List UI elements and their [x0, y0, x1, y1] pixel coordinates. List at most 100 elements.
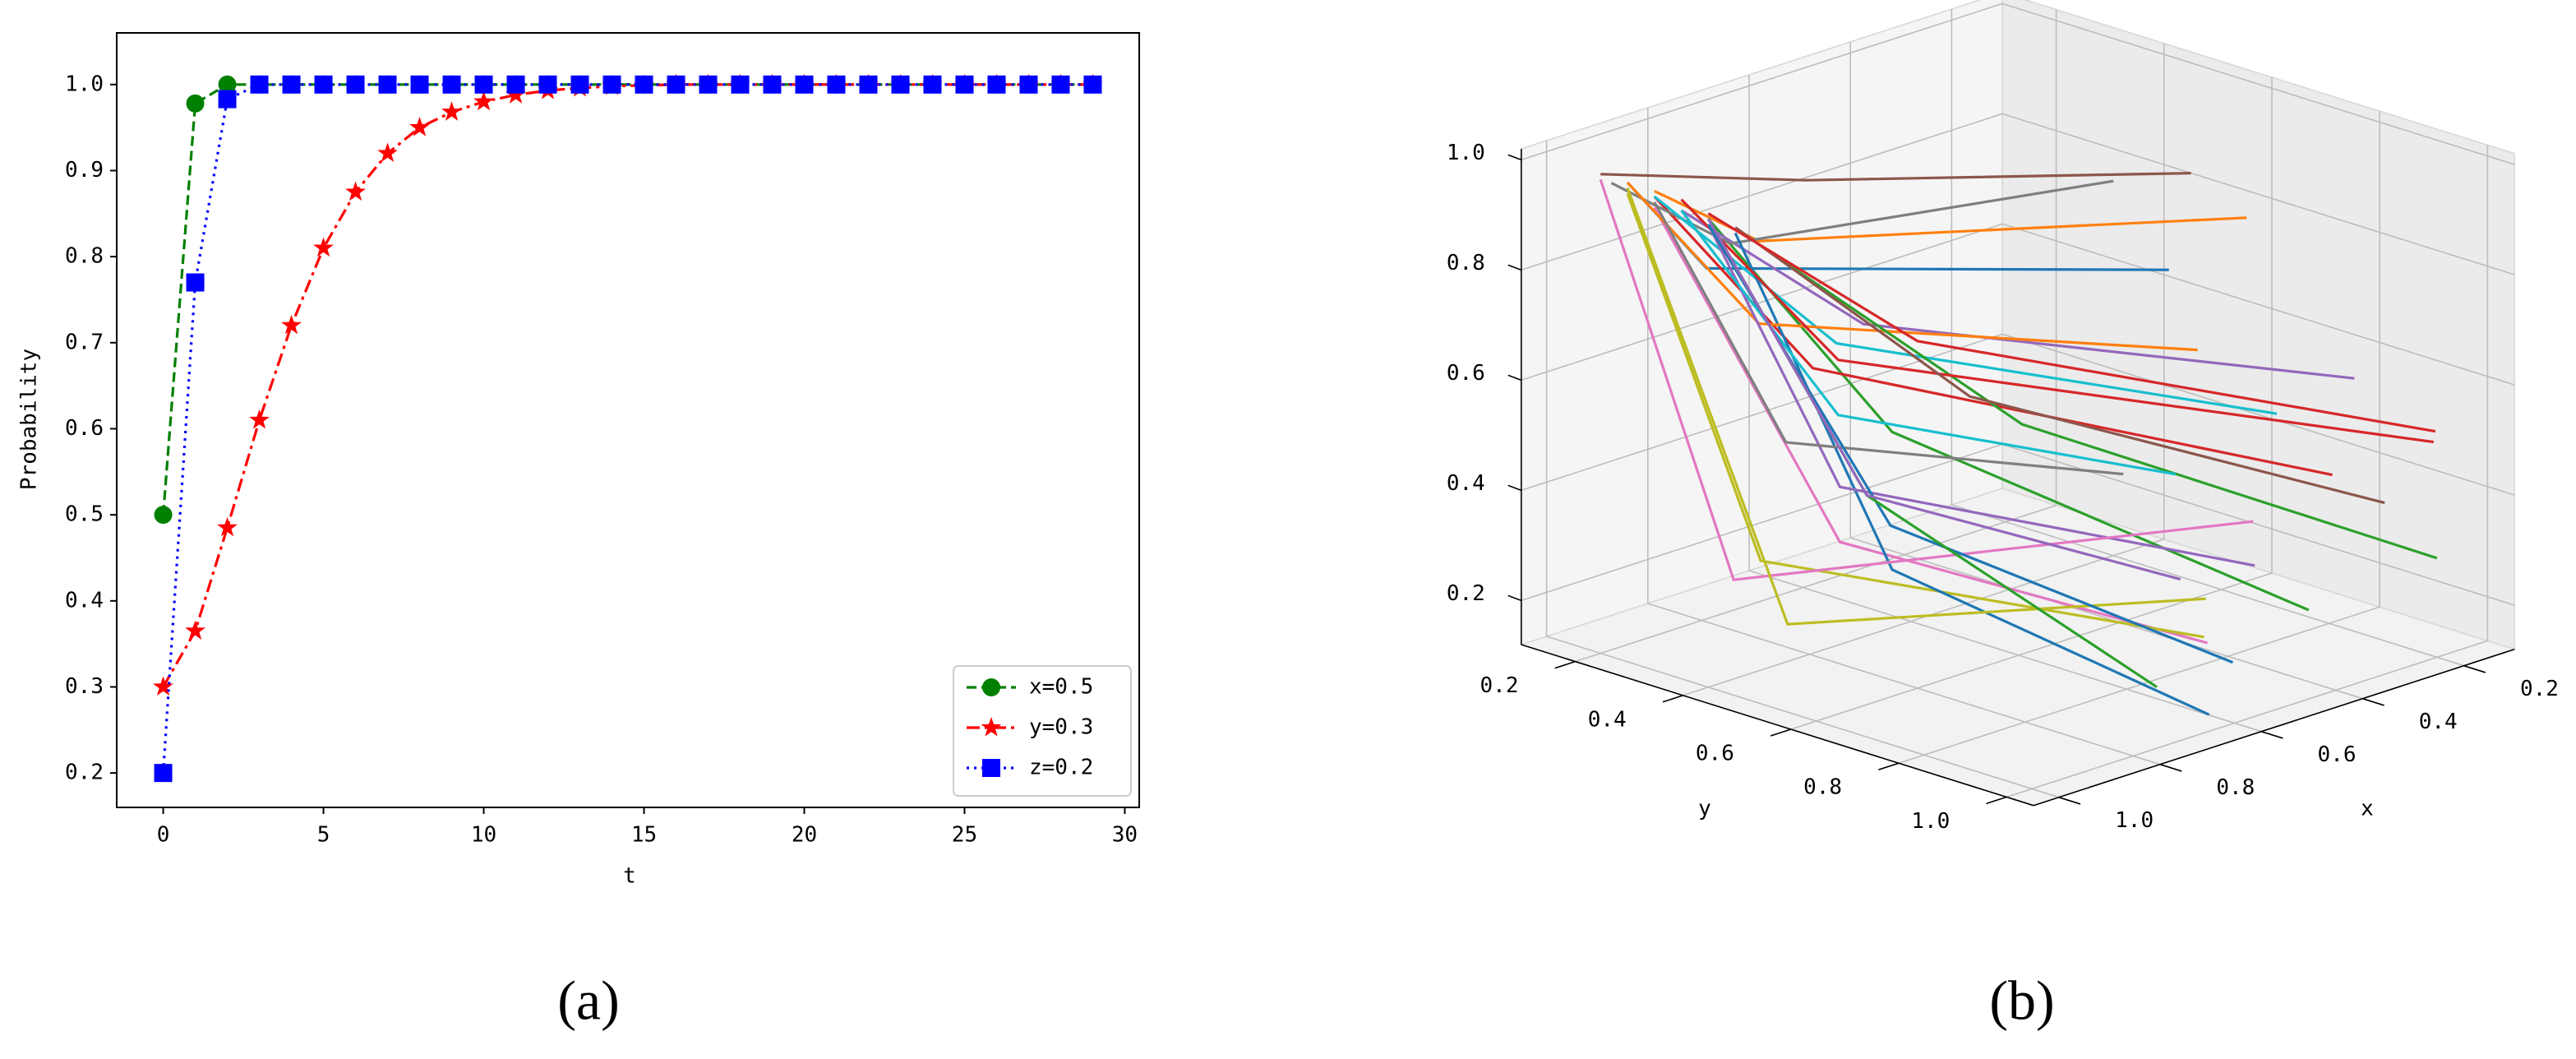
trajectory [1680, 210, 2177, 476]
grid-line [2001, 2, 2515, 165]
grid-line [1647, 603, 2161, 765]
plot-3d: 0.2 0.4 0.6 0.8 1.0 0.2 0.4 0.6 0.8 1.0 0.2 0.4 0.6 0… [1447, 0, 2559, 834]
grid-line [1748, 570, 2262, 733]
marker [506, 75, 525, 94]
y-tick [1878, 762, 1900, 770]
trajectory [1653, 201, 2124, 476]
axes-frame [116, 32, 1140, 808]
y-tick-label: 0.3 [65, 674, 104, 699]
x-tick-label: 1.0 [2115, 808, 2154, 833]
axis-line [2033, 648, 2515, 807]
trajectory [1626, 192, 2204, 639]
marker [763, 75, 782, 94]
grid-line [2001, 113, 2515, 275]
marker [795, 75, 814, 94]
x-tick [2159, 763, 2182, 772]
caption: (b) [1989, 969, 2054, 1032]
grid-line [1546, 636, 2060, 798]
x-tick-label: 20 [792, 823, 817, 848]
trajectory [1761, 245, 2438, 560]
legend-label: z=0.2 [1029, 756, 1093, 780]
y-tick-label: 0.7 [65, 330, 104, 354]
marker [218, 90, 237, 109]
marker [377, 142, 398, 163]
x-axis-label: x [2361, 797, 2374, 821]
marker [346, 75, 365, 94]
marker [987, 75, 1006, 94]
marker [570, 75, 589, 94]
legend-label: y=0.3 [1029, 715, 1093, 740]
marker [859, 75, 878, 94]
z-tick [1507, 154, 1522, 161]
y-tick-label: 0.2 [65, 761, 104, 785]
z-tick [1507, 484, 1522, 492]
x-tick-label: 0 [157, 823, 170, 848]
y-tick-label: 0.5 [65, 502, 104, 527]
x-tick [2260, 730, 2283, 739]
z-tick [1507, 374, 1522, 382]
marker [345, 181, 366, 201]
marker [891, 75, 910, 94]
marker [218, 75, 237, 94]
trajectory [1734, 226, 2385, 505]
marker [282, 75, 301, 94]
marker [699, 75, 718, 94]
marker [538, 75, 557, 94]
trajectory [1653, 195, 2278, 415]
z-tick [1507, 594, 1522, 602]
marker [1083, 75, 1102, 94]
marker [154, 764, 173, 783]
x-tick [2058, 796, 2081, 805]
grid-line [2001, 223, 2515, 386]
marker [827, 75, 846, 94]
legend-marker [982, 678, 1000, 696]
marker [314, 75, 333, 94]
z-tick-label: 0.4 [1447, 471, 1485, 496]
grid-line [1849, 537, 2363, 700]
grid-line [1683, 539, 2165, 696]
grid-line [1898, 606, 2380, 764]
marker [281, 314, 302, 335]
trajectory [1680, 198, 2435, 444]
marker [442, 75, 461, 94]
y-axis-label: Probability [17, 349, 42, 490]
trajectory [1706, 224, 2255, 567]
y-tick-label: 0.8 [1803, 775, 1842, 800]
z-tick-label: 0.2 [1447, 581, 1485, 606]
x-tick-label: 0.2 [2520, 677, 2559, 701]
y-tick-label: 0.6 [1696, 742, 1734, 766]
marker [186, 273, 205, 292]
marker [410, 75, 429, 94]
marker [474, 75, 493, 94]
trajectory [1733, 232, 2210, 716]
x-axis-label: t [623, 864, 636, 889]
x-tick-label: 10 [471, 823, 496, 848]
x-tick-label: 0.4 [2419, 710, 2458, 734]
legend-label: x=0.5 [1029, 675, 1093, 700]
y-tick [1662, 695, 1683, 703]
marker [217, 516, 238, 537]
marker [378, 75, 397, 94]
x-tick-label: 0.8 [2216, 775, 2255, 800]
marker [1051, 75, 1070, 94]
marker [635, 75, 653, 94]
y-tick-label: 0.2 [1480, 673, 1519, 698]
z-tick-label: 0.6 [1447, 361, 1485, 386]
marker [441, 101, 462, 121]
grid-line [2001, 333, 2515, 496]
y-tick-label: 0.4 [1588, 707, 1627, 732]
x-tick [2362, 697, 2384, 706]
z-tick [1507, 264, 1522, 271]
marker [923, 75, 942, 94]
grid-line [2006, 640, 2488, 798]
trajectory [1599, 178, 2254, 581]
marker [506, 84, 526, 104]
trajectory [1707, 218, 2181, 581]
grid-line [1575, 504, 2057, 663]
x-tick-label: 30 [1112, 823, 1138, 848]
y-tick [1554, 660, 1576, 669]
trajectory [1707, 212, 2436, 433]
y-axis-label: y [1698, 797, 1711, 821]
marker [409, 117, 430, 136]
